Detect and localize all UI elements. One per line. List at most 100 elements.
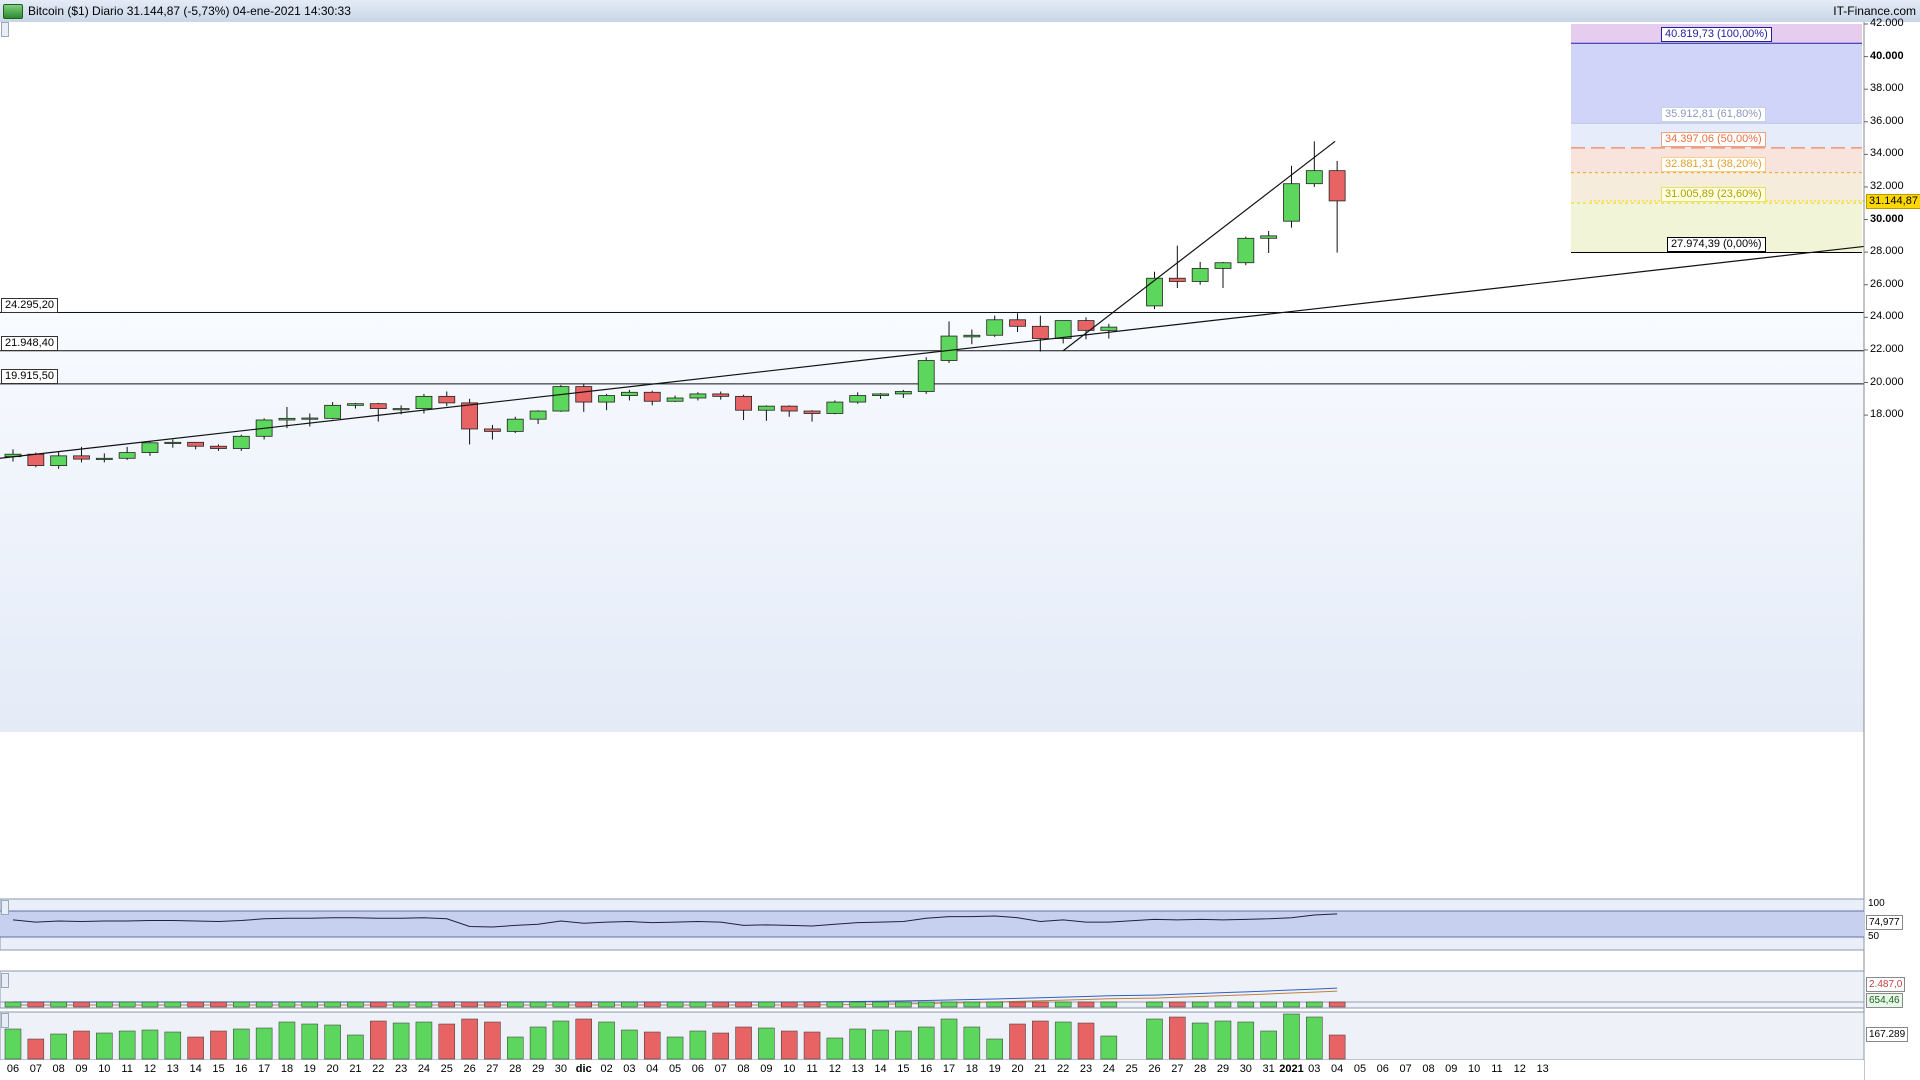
macd-histogram-bar <box>50 1001 67 1008</box>
x-tick-label: 26 <box>1148 1063 1161 1075</box>
volume-bar <box>826 1037 844 1060</box>
candle-body <box>484 428 501 432</box>
candle-body <box>73 455 90 460</box>
candle-body <box>141 442 159 453</box>
volume-bar <box>1009 1023 1026 1060</box>
candle-body <box>872 393 889 396</box>
rsi-panel-label[interactable] <box>1 900 9 915</box>
candle-body <box>1054 320 1072 339</box>
candle-body <box>1146 277 1163 307</box>
x-tick-label: 04 <box>1331 1063 1344 1075</box>
chart-area[interactable] <box>0 22 1920 1080</box>
x-tick-label: 05 <box>668 1063 682 1075</box>
x-tick-label: 02 <box>600 1063 613 1075</box>
candle-body <box>826 401 844 414</box>
macd-signal-badge: 654,46 <box>1866 993 1903 1008</box>
candle-body <box>369 403 387 409</box>
macd-histogram-bar <box>415 1001 433 1008</box>
volume-bar <box>210 1030 227 1060</box>
volume-bar <box>758 1027 775 1060</box>
volume-bar <box>621 1029 638 1060</box>
volume-bar <box>666 1036 684 1060</box>
macd-histogram-bar <box>895 1001 912 1008</box>
x-tick-label: 03 <box>623 1063 636 1075</box>
macd-histogram-bar <box>1146 1001 1163 1008</box>
volume-bar <box>1328 1034 1346 1060</box>
candle-body <box>1100 326 1118 331</box>
candle-body <box>506 418 524 432</box>
price-panel-label[interactable] <box>1 22 9 37</box>
macd-histogram-bar <box>780 1001 798 1008</box>
volume-panel-label[interactable] <box>1 1013 9 1028</box>
fib-label: 35.912,81 (61,80%) <box>1661 107 1766 123</box>
macd-line <box>13 987 1338 1003</box>
x-tick-label: 10 <box>783 1063 796 1075</box>
y-tick-label: 42.000 <box>1870 17 1904 29</box>
macd-histogram-bar <box>803 1001 821 1008</box>
macd-histogram-bar <box>507 1001 524 1008</box>
volume-bar <box>1169 1016 1186 1060</box>
volume-bar <box>803 1031 821 1060</box>
x-tick-label: 25 <box>440 1063 453 1075</box>
x-tick-label: 12 <box>143 1063 157 1075</box>
x-tick-label: 13 <box>166 1063 179 1075</box>
volume-bar <box>849 1028 866 1060</box>
candle-body <box>598 395 615 403</box>
candle-body <box>461 402 479 430</box>
volume-bar <box>164 1031 182 1060</box>
candle-body <box>735 395 752 411</box>
x-tick-label: 21 <box>1034 1063 1047 1075</box>
x-tick-label: 17 <box>258 1063 271 1075</box>
volume-bar <box>461 1018 478 1060</box>
volume-bar <box>1237 1021 1255 1060</box>
brand-label[interactable]: IT-Finance.com <box>1833 4 1916 18</box>
y-tick-label: 20.000 <box>1870 375 1904 388</box>
macd-histogram-bar <box>4 1001 22 1008</box>
x-tick-label: 31 <box>1262 1063 1275 1075</box>
volume-bar <box>370 1020 387 1060</box>
macd-histogram-bar <box>826 1001 844 1008</box>
candle-body <box>1283 183 1300 222</box>
macd-histogram-bar <box>164 1001 182 1008</box>
x-tick-label: 24 <box>1102 1063 1115 1075</box>
macd-histogram-bar <box>1054 1001 1072 1008</box>
volume-bar <box>963 1026 981 1060</box>
volume-bar <box>73 1030 90 1060</box>
candle-body <box>803 410 821 414</box>
volume-bar <box>415 1021 433 1060</box>
x-tick-label: 15 <box>897 1063 910 1075</box>
y-tick-label: 36.000 <box>1870 114 1904 127</box>
x-tick-label: 19 <box>303 1063 316 1075</box>
x-tick-label: 07 <box>714 1063 727 1075</box>
volume-bar <box>689 1030 707 1060</box>
macd-panel-label[interactable] <box>1 973 9 988</box>
x-tick-label: 20 <box>1011 1063 1024 1075</box>
volume-bar <box>735 1026 752 1060</box>
candle-body <box>689 393 707 399</box>
volume-bar <box>1260 1030 1277 1060</box>
x-tick-label: 22 <box>372 1063 385 1075</box>
x-axis-bg <box>0 1060 1864 1080</box>
candle-body <box>666 397 684 402</box>
macd-histogram-bar <box>529 1001 547 1008</box>
candle-body <box>643 391 661 402</box>
volume-bar <box>187 1036 204 1060</box>
volume-bar <box>255 1027 273 1060</box>
rsi-band <box>0 911 1864 937</box>
macd-histogram-bar <box>324 1001 341 1008</box>
x-tick-label: 28 <box>1194 1063 1207 1075</box>
candle-body <box>27 453 45 467</box>
volume-bar <box>1077 1022 1095 1060</box>
macd-histogram-bar <box>27 1001 45 1008</box>
fib-label: 27.974,39 (0,00%) <box>1667 236 1766 252</box>
volume-value-badge: 167.289 <box>1866 1027 1909 1042</box>
x-tick-label: 05 <box>1353 1063 1367 1075</box>
macd-histogram-bar <box>917 1001 935 1008</box>
macd-histogram-bar <box>392 1001 410 1008</box>
macd-histogram-bar <box>1009 1001 1026 1008</box>
volume-bar <box>643 1031 661 1060</box>
macd-histogram-bar <box>575 1001 592 1008</box>
x-tick-label: 11 <box>121 1063 133 1075</box>
x-tick-label: 27 <box>1171 1063 1184 1075</box>
candle-body <box>438 395 456 404</box>
